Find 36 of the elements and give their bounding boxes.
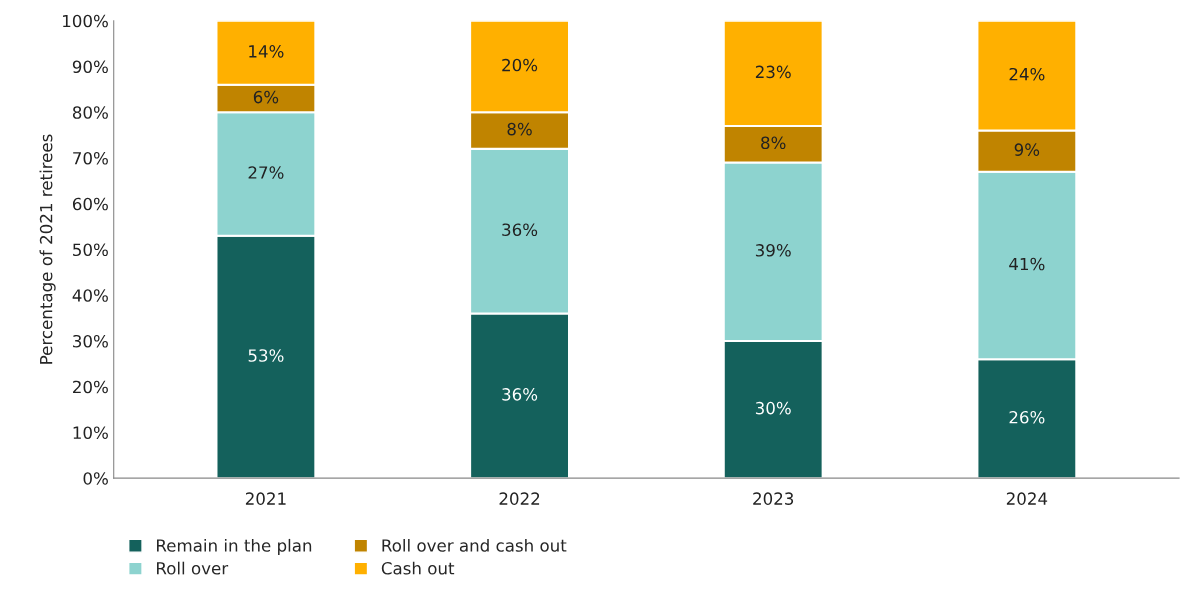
- data-label: 36%: [502, 388, 538, 401]
- data-label: 6%: [253, 90, 279, 104]
- y-tick-label: 80%: [72, 106, 108, 119]
- y-tick-label: 40%: [72, 289, 108, 302]
- x-tick-label: 2021: [245, 492, 286, 505]
- data-label: 9%: [1014, 143, 1040, 156]
- y-tick-label: 70%: [73, 151, 108, 165]
- data-label: 8%: [507, 122, 532, 136]
- data-label: 23%: [755, 65, 791, 79]
- data-label: 26%: [1009, 410, 1045, 424]
- x-tick-label: 2022: [499, 492, 540, 505]
- data-label: 53%: [248, 349, 284, 362]
- y-tick-label: 90%: [72, 60, 108, 74]
- legend-label: Cash out: [381, 561, 455, 575]
- data-label: 8%: [761, 136, 786, 150]
- data-label: 30%: [755, 401, 791, 415]
- data-label: 39%: [755, 244, 791, 257]
- y-tick-label: 30%: [73, 334, 108, 348]
- legend-label: Roll over: [157, 561, 229, 575]
- y-tick-label: 20%: [73, 380, 108, 394]
- data-label: 14%: [249, 45, 284, 58]
- y-tick-label: 10%: [73, 426, 108, 439]
- data-label: 24%: [1009, 67, 1045, 81]
- y-axis-title: Percentage of 2021 retirees: [39, 134, 56, 364]
- data-label: 41%: [1009, 257, 1045, 271]
- y-tick-label: 0%: [83, 472, 108, 485]
- x-tick-label: 2023: [753, 492, 794, 505]
- x-tick-label: 2024: [1006, 492, 1048, 505]
- data-label: 36%: [502, 223, 538, 237]
- y-tick-label: 60%: [72, 197, 108, 211]
- data-label: 27%: [248, 166, 284, 179]
- y-tick-label: 50%: [73, 243, 108, 257]
- legend-label: Remain in the plan: [157, 538, 312, 556]
- data-label: 20%: [502, 58, 538, 72]
- legend-label: Roll over and cash out: [382, 538, 567, 552]
- y-tick-label: 100%: [63, 14, 108, 28]
